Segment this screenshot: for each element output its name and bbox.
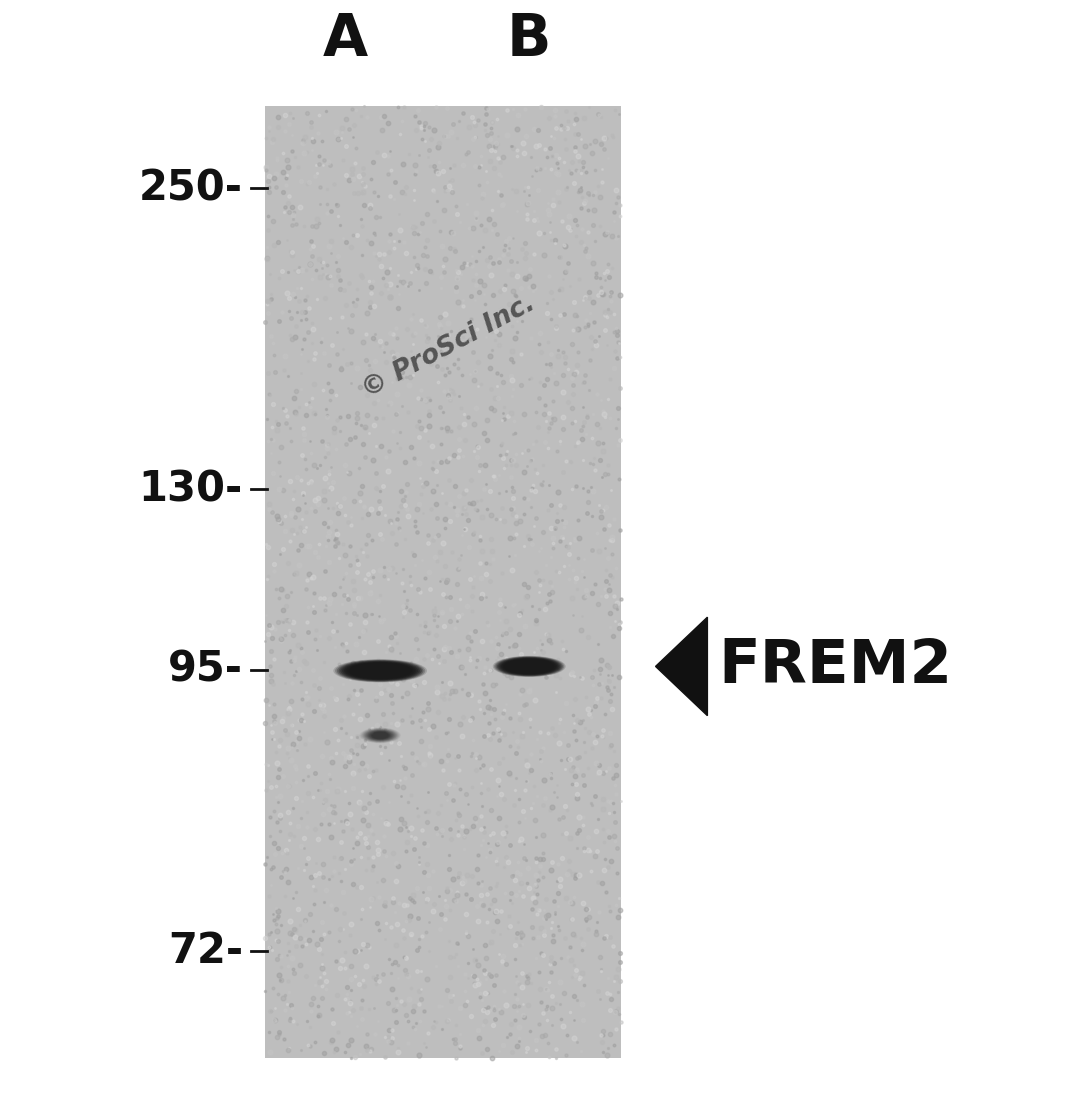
Text: 95-: 95-	[168, 649, 243, 691]
Ellipse shape	[492, 656, 566, 677]
Ellipse shape	[362, 666, 399, 676]
Text: 250-: 250-	[139, 167, 243, 209]
Ellipse shape	[346, 662, 415, 680]
Ellipse shape	[495, 657, 564, 677]
Ellipse shape	[503, 659, 555, 674]
Ellipse shape	[367, 730, 393, 740]
Ellipse shape	[340, 661, 420, 681]
Ellipse shape	[368, 730, 392, 740]
Ellipse shape	[339, 660, 421, 681]
Text: © ProSci Inc.: © ProSci Inc.	[357, 290, 539, 403]
Ellipse shape	[505, 659, 553, 673]
Ellipse shape	[361, 728, 400, 742]
Ellipse shape	[348, 662, 413, 679]
Ellipse shape	[512, 661, 546, 672]
Ellipse shape	[369, 731, 391, 740]
Ellipse shape	[349, 662, 411, 679]
Ellipse shape	[497, 657, 562, 676]
Polygon shape	[656, 618, 707, 716]
Ellipse shape	[511, 661, 548, 672]
Ellipse shape	[334, 659, 427, 682]
Ellipse shape	[360, 666, 401, 677]
Ellipse shape	[368, 731, 392, 740]
Ellipse shape	[498, 658, 561, 676]
Ellipse shape	[342, 661, 418, 680]
Ellipse shape	[352, 663, 408, 678]
Ellipse shape	[362, 728, 399, 742]
Ellipse shape	[372, 731, 389, 739]
Ellipse shape	[507, 660, 552, 673]
Ellipse shape	[364, 729, 396, 741]
Ellipse shape	[365, 729, 395, 741]
Ellipse shape	[508, 660, 551, 673]
Ellipse shape	[365, 730, 395, 741]
Ellipse shape	[509, 660, 550, 672]
Ellipse shape	[356, 664, 404, 677]
Ellipse shape	[366, 730, 394, 741]
Text: A: A	[323, 11, 368, 68]
Text: FREM2: FREM2	[718, 637, 953, 696]
Text: B: B	[507, 11, 552, 68]
Text: 130-: 130-	[138, 469, 243, 510]
Ellipse shape	[501, 658, 557, 674]
Ellipse shape	[363, 729, 397, 742]
Text: 72-: 72-	[167, 930, 243, 972]
Ellipse shape	[496, 657, 563, 677]
Ellipse shape	[502, 659, 556, 674]
Ellipse shape	[357, 664, 403, 677]
Bar	[265, 106, 621, 1058]
Ellipse shape	[337, 660, 423, 681]
Ellipse shape	[354, 664, 406, 678]
Ellipse shape	[372, 732, 389, 739]
Ellipse shape	[513, 661, 545, 671]
Ellipse shape	[363, 729, 397, 742]
Ellipse shape	[514, 661, 544, 671]
Ellipse shape	[343, 661, 417, 680]
Ellipse shape	[335, 660, 426, 682]
Ellipse shape	[500, 658, 558, 676]
Ellipse shape	[351, 663, 409, 679]
Ellipse shape	[370, 731, 390, 739]
